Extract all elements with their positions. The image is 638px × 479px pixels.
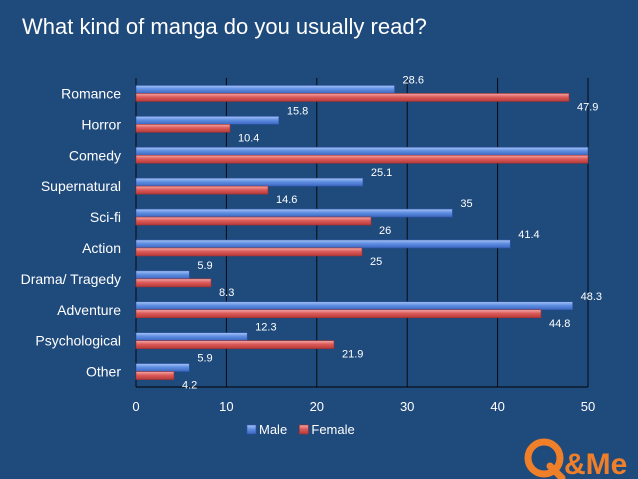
female-value-label: 4.2 [182, 380, 197, 392]
male-bar [135, 146, 589, 156]
category-label: Sci-fi [90, 209, 121, 225]
female-value-label: 8.3 [219, 287, 234, 299]
male-value-label: 41.4 [518, 229, 539, 241]
x-tick-label: 50 [581, 399, 595, 414]
category-label: Supernatural [41, 178, 121, 194]
male-bar [135, 239, 511, 249]
female-bar [135, 154, 589, 164]
svg-text:&Me: &Me [564, 448, 627, 479]
category-label: Romance [61, 85, 121, 101]
category-label: Drama/ Tragedy [21, 271, 121, 287]
x-tick-label: 0 [132, 399, 139, 414]
category-label: Adventure [57, 302, 121, 318]
category-label: Psychological [35, 333, 121, 349]
male-bar [135, 177, 364, 187]
female-bar [135, 124, 231, 133]
female-bar [135, 371, 175, 380]
qandme-logo: &Me [524, 438, 627, 479]
female-value-label: 25 [370, 256, 382, 268]
category-label: Comedy [69, 147, 121, 163]
x-tick-label: 20 [310, 399, 324, 414]
legend-label-female: Female [311, 422, 354, 437]
x-tick-label: 10 [219, 399, 233, 414]
male-value-label: 15.8 [287, 105, 308, 117]
female-bar [135, 185, 269, 195]
female-value-label: 10.4 [238, 132, 259, 144]
male-bar [135, 116, 280, 125]
male-bar [135, 301, 573, 311]
male-bar [135, 332, 248, 341]
male-bar [135, 85, 395, 94]
female-value-label: 14.6 [276, 194, 297, 206]
female-bar [135, 247, 363, 257]
female-bar [135, 278, 212, 288]
male-value-label: 35 [460, 198, 472, 210]
male-bar [135, 363, 190, 372]
category-label: Horror [81, 116, 121, 132]
male-value-label: 5.9 [197, 260, 212, 272]
female-bar [135, 309, 542, 319]
male-value-label: 5.9 [197, 353, 212, 365]
female-value-label: 26 [379, 225, 391, 237]
female-value-label: 47.9 [577, 101, 598, 113]
legend-swatch-male [246, 424, 257, 435]
male-value-label: 25.1 [371, 167, 392, 179]
female-bar [135, 340, 335, 349]
legend-label-male: Male [259, 422, 287, 437]
female-value-label: 44.8 [549, 318, 570, 330]
female-bar [135, 93, 570, 102]
male-bar [135, 270, 190, 280]
legend-swatch-female [299, 424, 309, 435]
male-value-label: 28.6 [403, 74, 424, 86]
category-label: Action [82, 240, 121, 256]
chart-title: What kind of manga do you usually read? [22, 14, 427, 39]
female-value-label: 21.9 [342, 349, 363, 361]
female-bar [135, 216, 372, 226]
x-tick-label: 30 [400, 399, 414, 414]
male-value-label: 48.3 [581, 291, 602, 303]
male-value-label: 12.3 [255, 322, 276, 334]
x-tick-label: 40 [490, 399, 504, 414]
category-label: Other [86, 364, 121, 380]
male-bar [135, 208, 453, 218]
